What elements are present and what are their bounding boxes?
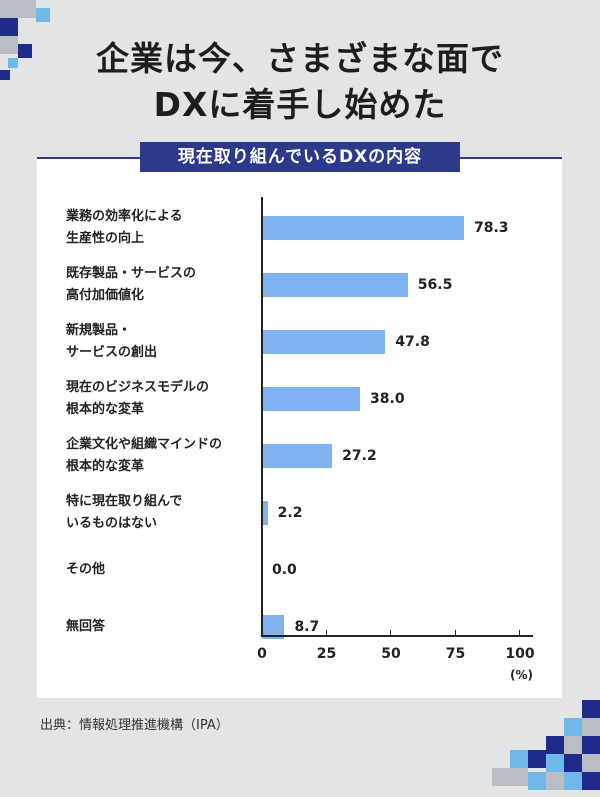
x-tick-label: 100 [505,646,535,662]
pixel-block [582,736,600,754]
page-title-line1: 企業は今、さまざまな面で [96,39,504,78]
source-note: 出典：情報処理推進機構（IPA） [40,718,229,733]
bar [262,444,333,468]
chart-title: 現在取り組んでいるDXの内容 [140,142,460,172]
value-label: 2.2 [277,505,303,521]
category-label: 既存製品・サービスの 高付加価値化 [66,266,197,303]
pixel-block [36,8,50,22]
category-label: 現在のビジネスモデルの 根本的な変革 [66,380,210,417]
x-tick-label: 50 [381,646,401,662]
x-axis-unit: (%) [510,668,533,682]
bar [262,273,408,297]
x-tick-label: 75 [445,646,466,662]
pixel-block [528,772,546,790]
category-label: 企業文化や組織マインドの 根本的な変革 [66,437,223,474]
pixel-block [18,44,32,58]
pixel-block [564,772,582,790]
pixel-block [510,768,528,786]
pixel-block [582,772,600,790]
value-label: 0.0 [272,562,297,578]
pixel-block [0,70,10,80]
value-label: 27.2 [342,448,377,464]
pixel-block [546,772,564,790]
pixel-block [8,58,18,68]
category-label: 特に現在取り組んで いるものはない [66,494,183,531]
pixel-block [564,736,582,754]
pixel-block [0,36,18,54]
bar [262,330,386,354]
x-axis-line [261,635,533,637]
x-tick [261,630,262,636]
x-tick [325,630,327,636]
pixel-block [0,18,18,36]
value-label: 56.5 [417,277,453,293]
bar [262,615,285,639]
chart-card [37,157,562,698]
pixel-block [0,0,18,18]
bar [262,387,361,411]
category-label: 業務の効率化による 生産性の向上 [66,209,183,246]
pixel-block [582,718,600,736]
x-tick [390,630,391,636]
pixel-block [510,750,528,768]
bar [262,501,268,525]
category-label: 新規製品・ サービスの創出 [66,323,158,360]
value-label: 8.7 [294,619,320,635]
pixel-block [528,750,546,768]
y-axis-line [261,197,263,636]
pixel-block [546,754,564,772]
category-label: その他 [66,562,106,577]
value-label: 47.8 [395,334,430,350]
x-tick-label: 25 [316,646,337,662]
x-tick [519,630,520,636]
page-title-line2: DXに着手し始めた [153,85,447,124]
pixel-block [564,754,582,772]
x-tick-label: 0 [257,646,267,662]
category-label: 無回答 [66,619,106,634]
value-label: 38.0 [370,391,405,407]
pixel-block [582,700,600,718]
pixel-block [492,768,510,786]
pixel-block [18,0,36,18]
bar [262,216,464,240]
pixel-block [546,736,564,754]
pixel-block [582,754,600,772]
pixel-block [564,718,582,736]
x-tick [454,630,456,636]
value-label: 78.3 [474,220,509,236]
